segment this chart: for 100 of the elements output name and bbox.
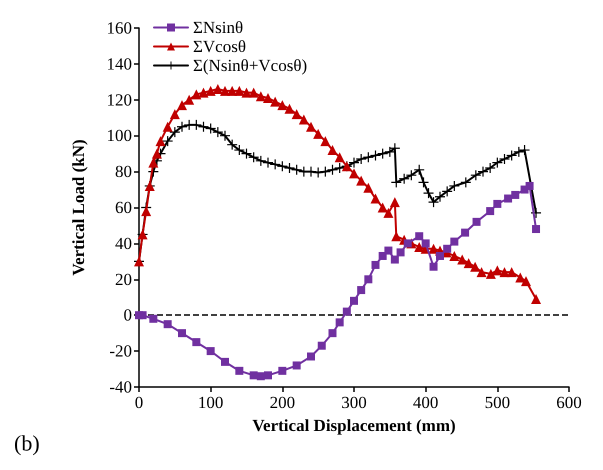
point (227, 86, 238, 96)
point (435, 192, 445, 202)
point (492, 158, 502, 168)
point (284, 104, 294, 114)
point (342, 308, 351, 316)
point (278, 366, 286, 375)
point (220, 86, 230, 96)
point (220, 130, 230, 141)
point (270, 96, 280, 107)
point (372, 260, 380, 269)
y-tick-label: 120 (106, 90, 132, 110)
point (449, 180, 460, 191)
point (485, 163, 496, 174)
point (470, 170, 481, 180)
point (336, 318, 344, 326)
legend-label: ΣNsinθ (193, 18, 244, 37)
point (206, 347, 215, 356)
x-tick-label: 400 (412, 393, 438, 412)
point (532, 225, 540, 234)
point (460, 177, 471, 188)
point (177, 100, 187, 110)
point (334, 163, 345, 174)
point (396, 248, 405, 256)
point (292, 109, 302, 120)
point (363, 152, 374, 162)
point (313, 128, 324, 139)
point (506, 267, 517, 278)
point (356, 176, 366, 186)
y-axis-title: Vertical Load (kN) (69, 139, 88, 276)
point (334, 152, 345, 162)
legend-label: ΣVcosθ (193, 37, 246, 56)
point (292, 361, 301, 370)
point (221, 358, 229, 366)
point (449, 250, 460, 261)
point (363, 182, 374, 193)
y-tick-label: 40 (115, 234, 132, 253)
point (156, 136, 166, 146)
point (318, 342, 326, 350)
y-tick-label: 100 (106, 126, 132, 146)
point (227, 140, 238, 150)
point (242, 88, 252, 98)
point (198, 122, 208, 132)
point (320, 136, 330, 146)
x-tick-label: 100 (198, 393, 224, 412)
point (250, 371, 258, 380)
point (138, 311, 147, 320)
point (472, 218, 481, 226)
point (430, 262, 438, 271)
point (470, 262, 480, 272)
point (234, 145, 244, 156)
point (406, 170, 416, 180)
x-tick-label: 600 (556, 393, 582, 412)
point (504, 194, 512, 203)
point (443, 244, 452, 253)
point (162, 122, 173, 132)
point (506, 150, 517, 160)
point (356, 154, 366, 164)
point (206, 86, 216, 96)
point (390, 197, 400, 208)
y-tick-label: -20 (109, 342, 132, 361)
point (370, 194, 380, 204)
point (235, 366, 244, 375)
x-tick-label: 0 (134, 393, 144, 412)
legend-label: Σ(Nsinθ+Vcosθ) (193, 56, 308, 75)
point (457, 254, 468, 265)
point (436, 252, 444, 260)
point (248, 152, 259, 162)
point (198, 88, 208, 98)
point (177, 122, 187, 132)
point (464, 258, 474, 268)
point (328, 164, 338, 175)
point (486, 268, 496, 279)
point (391, 231, 402, 242)
point (298, 114, 309, 125)
point (263, 93, 273, 104)
point (515, 272, 526, 283)
point (212, 127, 223, 138)
y-tick-label: 80 (115, 162, 132, 182)
point (450, 238, 458, 246)
point (256, 91, 266, 102)
point (461, 228, 470, 237)
point (292, 164, 302, 175)
point (162, 136, 173, 146)
point (378, 148, 388, 159)
point (184, 94, 194, 105)
point (404, 239, 412, 248)
y-tick-label: 0 (124, 306, 132, 325)
point (414, 242, 424, 252)
y-tick-label: 60 (115, 198, 132, 217)
point (492, 265, 502, 276)
point (442, 186, 452, 196)
point (141, 206, 152, 216)
point (500, 267, 510, 278)
point (264, 371, 272, 380)
point (277, 161, 288, 172)
point (378, 202, 388, 212)
point (511, 190, 520, 199)
point (357, 286, 366, 294)
y-tick-label: -40 (109, 378, 132, 396)
point (170, 127, 180, 138)
